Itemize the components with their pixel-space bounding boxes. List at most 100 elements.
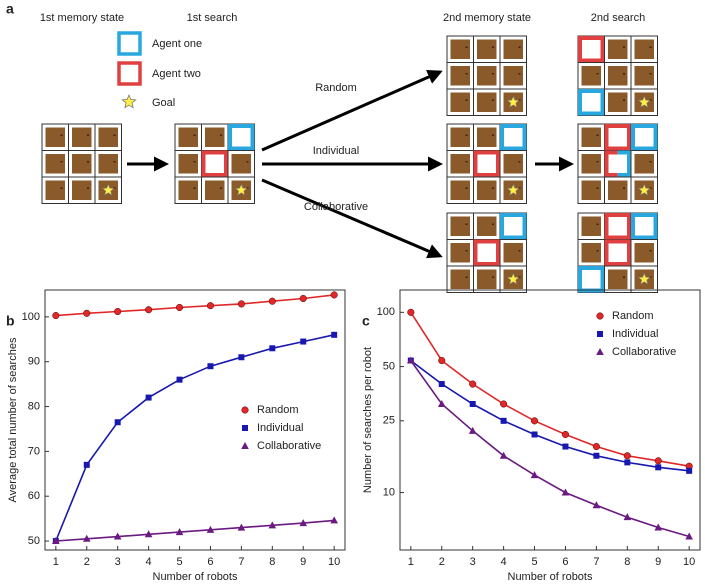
door [450,39,470,59]
point [562,443,569,450]
legend-marker [596,312,604,320]
door [581,180,601,200]
door [450,180,470,200]
x-tick-label: 2 [439,556,445,568]
y-axis-label: Number of searches per robot [362,347,374,493]
x-tick-label: 5 [176,556,182,568]
point [300,338,307,345]
point [437,399,446,407]
point [114,307,122,316]
door [45,154,65,174]
frame [578,36,605,63]
point [268,521,277,529]
plot-frame [399,289,701,551]
door [608,66,628,86]
point [269,345,276,352]
point [500,417,507,424]
point [238,354,245,361]
frame [500,124,527,151]
door [72,127,92,147]
point [113,532,122,540]
point [438,381,445,388]
arrow [261,178,443,259]
point [655,464,662,471]
door [450,92,470,112]
x-tick-label: 10 [328,556,340,568]
stage-label: 1st memory state [40,12,124,24]
x-tick-label: 4 [501,556,507,568]
door [450,216,470,236]
grid [446,123,527,204]
door [98,127,118,147]
point [144,530,153,538]
x-tick-label: 10 [683,556,695,568]
door [503,243,523,263]
panel-label: c [362,313,370,329]
door [503,66,523,86]
door [477,216,497,236]
y-tick-label: 100 [377,306,395,318]
grid [41,123,122,204]
goal-star [234,183,248,196]
legend-label: Random [612,310,654,322]
legend-marker [596,348,604,355]
point [438,357,446,365]
series-line [410,360,690,538]
x-tick-label: 9 [300,556,306,568]
x-tick-label: 4 [146,556,152,568]
point [52,312,60,320]
frame [617,150,631,177]
legend-label: Agent two [152,68,201,80]
point [499,451,508,459]
legend-label: Random [257,404,299,416]
goal-star [121,93,137,109]
y-tick-label: 80 [28,400,40,412]
strategy-label: Random [315,82,357,94]
point [469,400,476,407]
frame [578,89,605,116]
door [477,92,497,112]
door [634,39,654,59]
point [207,363,214,370]
x-tick-label: 3 [115,556,121,568]
point [530,471,539,479]
grid [577,123,658,204]
x-axis-label: Number of robots [508,571,593,583]
point [83,461,90,468]
y-tick-label: 10 [383,486,395,498]
y-tick-label: 70 [28,445,40,457]
point [654,457,662,465]
x-tick-label: 2 [84,556,90,568]
door [178,154,198,174]
door [72,180,92,200]
door [205,180,225,200]
legend-label: Collaborative [257,440,321,452]
point [500,400,508,408]
x-axis-label: Number of robots [153,571,238,583]
frame [500,213,527,240]
point [531,431,538,438]
frame [578,266,605,293]
panel-label: a [6,1,14,17]
y-axis-label: Average total number of searches [7,337,19,502]
door [634,243,654,263]
grid [577,35,658,116]
point [114,419,121,426]
grid [446,212,527,293]
legend-agent-two [117,61,142,86]
door [205,127,225,147]
point [145,394,152,401]
panel-label: b [6,313,15,329]
x-tick-label: 8 [624,556,630,568]
frame [604,239,631,266]
door [608,39,628,59]
frame [473,239,500,266]
point [561,488,570,496]
point [330,291,338,299]
point [145,306,153,314]
door [450,269,470,289]
door [608,180,628,200]
point [468,426,477,434]
legend-marker [241,442,249,449]
